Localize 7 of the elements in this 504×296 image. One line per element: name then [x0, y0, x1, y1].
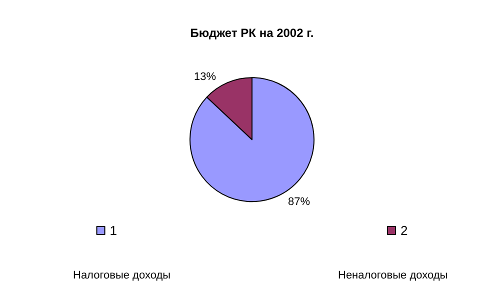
- chart-title: Бюджет РК на 2002 г.: [190, 26, 314, 40]
- data-label: 13%: [194, 71, 216, 84]
- data-label: 87%: [288, 196, 310, 208]
- legend-label: 2: [400, 223, 408, 238]
- legend-label: 1: [110, 223, 118, 238]
- text: Налоговые доходы: [73, 270, 171, 282]
- text: Неналоговые доходы: [338, 270, 448, 282]
